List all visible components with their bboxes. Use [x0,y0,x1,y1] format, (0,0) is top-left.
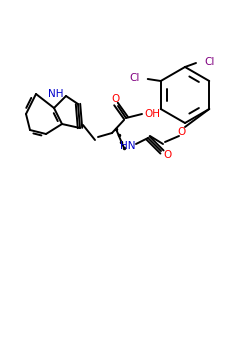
Text: HN: HN [120,141,136,151]
Text: Cl: Cl [204,57,214,67]
Text: NH: NH [48,89,64,99]
Text: O: O [178,127,186,137]
Text: OH: OH [144,109,160,119]
Text: O: O [111,94,119,104]
Text: Cl: Cl [130,73,140,83]
Text: O: O [163,150,171,160]
